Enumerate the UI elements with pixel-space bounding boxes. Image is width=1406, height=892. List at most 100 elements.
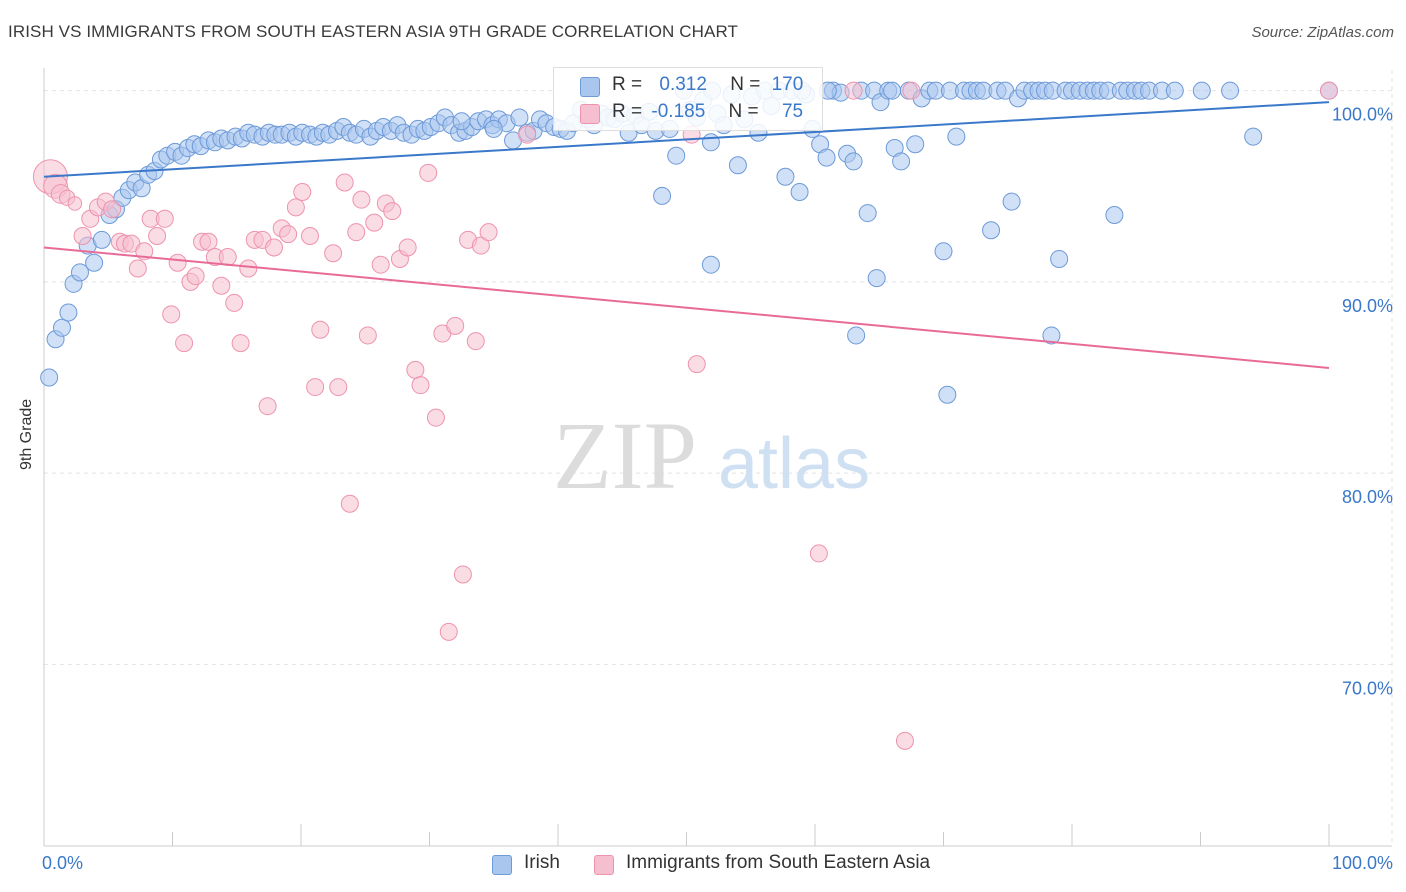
irish-n-label: N = — [730, 74, 761, 95]
watermark: ZIP atlas — [553, 402, 870, 509]
sea-legend-label: Immigrants from South Eastern Asia — [626, 852, 931, 873]
sea-point — [311, 320, 330, 339]
sea-point — [329, 378, 348, 397]
watermark-zip: ZIP — [553, 402, 697, 509]
irish-point — [858, 204, 877, 223]
sea-point — [383, 202, 402, 221]
axes — [43, 68, 1392, 847]
irish-legend-label: Irish — [524, 852, 560, 873]
sea-point — [371, 255, 390, 274]
irish-point — [70, 263, 89, 282]
sea-point — [347, 223, 366, 242]
watermark-atlas: atlas — [718, 424, 870, 504]
source-credit: Source: ZipAtlas.com — [1251, 24, 1394, 41]
irish-point — [59, 303, 78, 322]
sea-point — [895, 731, 914, 750]
sea-point — [439, 622, 458, 641]
sea-point — [358, 326, 377, 345]
sea-point — [103, 200, 122, 219]
irish-point — [653, 186, 672, 205]
irish-point — [1105, 205, 1124, 224]
irish-point — [847, 326, 866, 345]
sea-point — [406, 360, 425, 379]
y-tick-label: 80.0% — [1342, 487, 1393, 507]
sea-trend-line — [43, 246, 1330, 369]
sea-point — [471, 236, 490, 255]
sea-point — [411, 376, 430, 395]
sea-point — [446, 316, 465, 335]
sea-point — [300, 227, 319, 246]
sea-point — [466, 332, 485, 351]
sea-point — [199, 232, 218, 251]
sea-point — [293, 183, 312, 202]
sea-point — [225, 293, 244, 312]
irish-point — [1050, 249, 1069, 268]
stats-legend: R = 0.312 N = 170 R = -0.185 N = 75 — [553, 67, 823, 131]
sea-point — [419, 163, 438, 182]
irish-swatch — [580, 77, 600, 97]
sea-point — [67, 196, 83, 211]
irish-point — [1192, 81, 1211, 100]
irish-point — [667, 146, 686, 165]
irish-point — [844, 152, 863, 171]
irish-legend-swatch — [492, 855, 512, 875]
irish-point — [484, 119, 503, 138]
y-tick-label: 100.0% — [1332, 105, 1393, 125]
irish-r-value: 0.312 — [659, 74, 707, 95]
tick-labels: 70.0% 80.0% 90.0% 100.0% 0.0% 100.0% — [42, 105, 1393, 873]
sea-point — [218, 248, 237, 267]
sea-swatch — [580, 104, 600, 124]
irish-point — [867, 269, 886, 288]
sea-point — [352, 190, 371, 209]
irish-point — [790, 183, 809, 202]
irish-point — [452, 112, 471, 131]
sea-point — [324, 244, 343, 263]
irish-point — [701, 133, 720, 152]
sea-point — [155, 209, 174, 228]
irish-point — [1002, 192, 1021, 211]
irish-point — [817, 148, 836, 167]
x-tick-label: 0.0% — [42, 853, 83, 873]
irish-point — [1042, 326, 1061, 345]
sea-point — [148, 227, 167, 246]
irish-point — [776, 167, 795, 186]
irish-point — [701, 255, 720, 274]
sea-point — [844, 81, 863, 100]
irish-n-value: 170 — [771, 74, 804, 95]
sea-point — [231, 334, 250, 353]
irish-r-label: R = — [612, 74, 643, 95]
x-tick-label: 100.0% — [1332, 853, 1393, 873]
sea-point — [426, 408, 445, 427]
sea-points — [32, 81, 1338, 750]
irish-trend-line — [43, 101, 1330, 178]
irish-point — [1221, 81, 1240, 100]
sea-point — [212, 276, 231, 295]
sea-n-label: N = — [728, 101, 759, 122]
sea-point — [186, 267, 205, 286]
sea-r-label: R = — [612, 101, 643, 122]
sea-point — [687, 355, 706, 374]
sea-point — [168, 253, 187, 272]
sea-point — [286, 198, 305, 217]
irish-point — [1244, 127, 1263, 146]
irish-point — [92, 230, 111, 249]
sea-point — [1320, 81, 1338, 100]
irish-point — [1165, 81, 1184, 100]
chart-title: IRISH VS IMMIGRANTS FROM SOUTH EASTERN A… — [8, 22, 739, 41]
sea-point — [306, 378, 325, 397]
irish-point — [938, 385, 957, 404]
sea-point — [128, 259, 147, 278]
y-axis-label: 9th Grade — [18, 398, 35, 470]
sea-point — [73, 227, 92, 246]
sea-legend-swatch — [594, 855, 614, 875]
irish-point — [40, 368, 59, 387]
irish-point — [883, 81, 902, 100]
y-tick-label: 70.0% — [1342, 678, 1393, 698]
sea-point — [398, 238, 417, 257]
sea-point — [809, 544, 828, 563]
sea-point — [162, 305, 181, 324]
sea-point — [265, 238, 284, 257]
irish-point — [947, 127, 966, 146]
sea-point — [453, 565, 472, 584]
